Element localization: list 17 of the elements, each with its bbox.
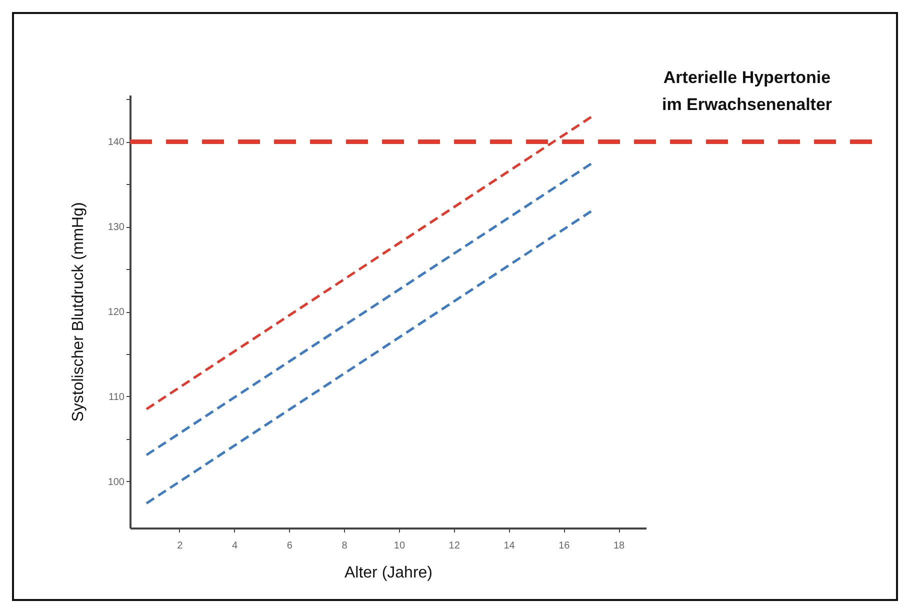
x-tick-label: 6 (286, 540, 293, 552)
x-tick-label: 2 (177, 540, 184, 552)
y-tick-label: 100 (108, 476, 125, 488)
x-tick-label: 14 (504, 540, 516, 552)
y-tick-label: 110 (108, 392, 125, 403)
y-tick-label: 130 (108, 222, 125, 234)
x-tick-label: 8 (342, 540, 348, 552)
x-tick-label: 16 (558, 540, 570, 552)
x-tick-label: 18 (613, 540, 626, 552)
y-tick-label: 120 (108, 307, 125, 318)
x-tick-label: 10 (394, 540, 406, 552)
ref-line-label: Arterielle Hypertonie im Erwachsenenalter (662, 68, 832, 114)
y-axis-title: Systolischer Blutdruck (mmHg) (70, 202, 87, 422)
x-axis-title: Alter (Jahre) (344, 564, 433, 582)
x-tick-label: 12 (448, 540, 460, 552)
y-tick-label: 140 (108, 137, 125, 148)
x-tick-label: 4 (232, 540, 238, 552)
